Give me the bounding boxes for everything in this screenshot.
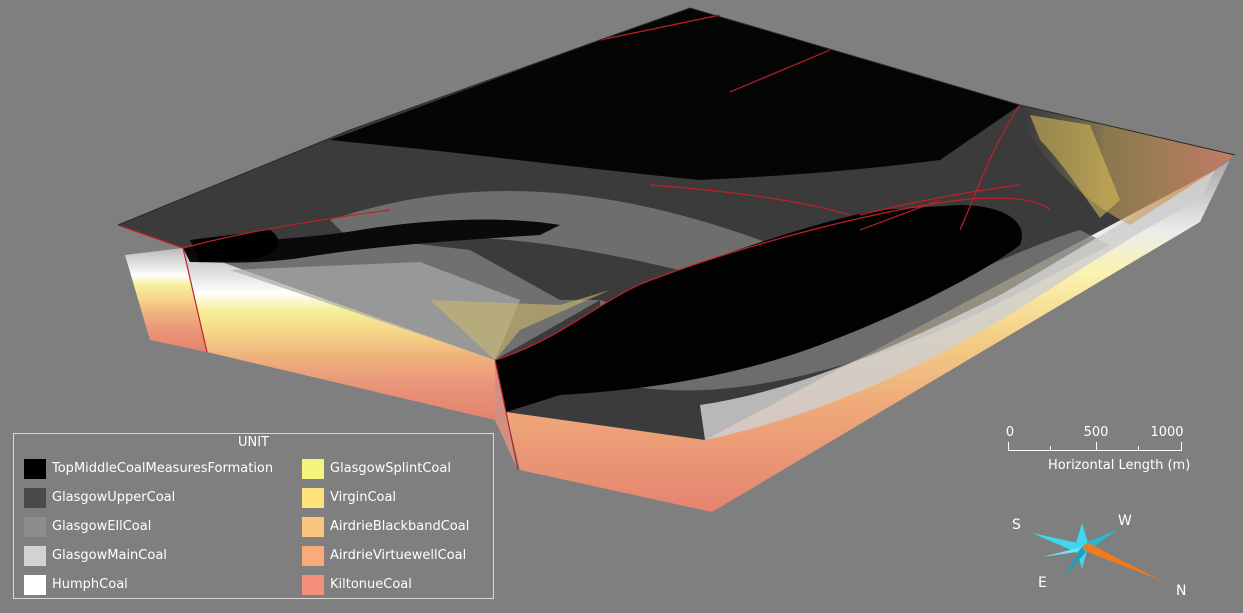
legend-swatch [24, 516, 46, 537]
scale-label-0: 0 [1005, 425, 1015, 440]
scale-caption: Horizontal Length (m) [1048, 458, 1191, 473]
scale-label-1000: 1000 [1150, 425, 1184, 440]
scale-tick [1008, 442, 1009, 451]
legend-column-2: GlasgowSplintCoal VirginCoal AirdrieBlac… [302, 454, 469, 599]
compass-label-n: N [1176, 583, 1187, 599]
scale-line [1008, 450, 1182, 451]
legend-label: GlasgowEllCoal [52, 518, 152, 534]
legend-swatch [302, 458, 324, 479]
scale-tick [1096, 442, 1097, 451]
legend-item-kiltonue-coal: KiltonueCoal [302, 570, 469, 599]
legend-swatch [302, 545, 324, 566]
legend-item-top-middle-coal-measures: TopMiddleCoalMeasuresFormation [24, 454, 273, 483]
scale-tick [1050, 446, 1051, 451]
legend-column-1: TopMiddleCoalMeasuresFormation GlasgowUp… [24, 454, 273, 599]
black-layer-west [183, 219, 560, 263]
legend-label: KiltonueCoal [330, 576, 412, 592]
legend-swatch [24, 487, 46, 508]
legend-item-glasgow-upper-coal: GlasgowUpperCoal [24, 483, 273, 512]
legend-label: GlasgowMainCoal [52, 547, 167, 563]
black-layer-north [330, 8, 1020, 180]
legend-label: AirdrieBlackbandCoal [330, 518, 470, 534]
legend-label: VirginCoal [330, 489, 397, 505]
west-face-strata [125, 248, 207, 352]
legend: UNIT TopMiddleCoalMeasuresFormation Glas… [13, 433, 494, 599]
scale-bar: 0 500 1000 Horizontal Length (m) [1002, 422, 1212, 482]
legend-swatch [302, 487, 324, 508]
legend-title: UNIT [237, 435, 269, 450]
legend-label: GlasgowUpperCoal [52, 489, 176, 505]
legend-label: GlasgowSplintCoal [330, 460, 451, 476]
legend-swatch [24, 545, 46, 566]
scale-tick [1181, 442, 1182, 451]
scale-label-500: 500 [1083, 425, 1109, 440]
legend-item-glasgow-ell-coal: GlasgowEllCoal [24, 512, 273, 541]
scale-tick [1138, 446, 1139, 451]
compass: S W E N [1000, 505, 1220, 605]
legend-item-airdrie-blackband-coal: AirdrieBlackbandCoal [302, 512, 469, 541]
legend-item-glasgow-main-coal: GlasgowMainCoal [24, 541, 273, 570]
fault-lines [117, 14, 1051, 471]
legend-item-humph-coal: HumphCoal [24, 570, 273, 599]
compass-rose-icon [1032, 523, 1162, 581]
legend-label: TopMiddleCoalMeasuresFormation [52, 460, 274, 476]
legend-item-glasgow-splint-coal: GlasgowSplintCoal [302, 454, 469, 483]
compass-label-w: W [1118, 513, 1132, 529]
legend-item-airdrie-virtuewell-coal: AirdrieVirtuewellCoal [302, 541, 469, 570]
south-face-strata [183, 248, 495, 420]
legend-item-virgin-coal: VirginCoal [302, 483, 469, 512]
legend-swatch [302, 516, 324, 537]
black-layer-south [495, 205, 1022, 412]
compass-label-e: E [1038, 575, 1047, 591]
legend-swatch [302, 574, 324, 595]
compass-label-s: S [1012, 517, 1021, 533]
legend-label: HumphCoal [52, 576, 128, 592]
front-face-strata [506, 160, 1230, 512]
legend-label: AirdrieVirtuewellCoal [330, 547, 467, 563]
legend-swatch [24, 458, 46, 479]
legend-swatch [24, 574, 46, 595]
